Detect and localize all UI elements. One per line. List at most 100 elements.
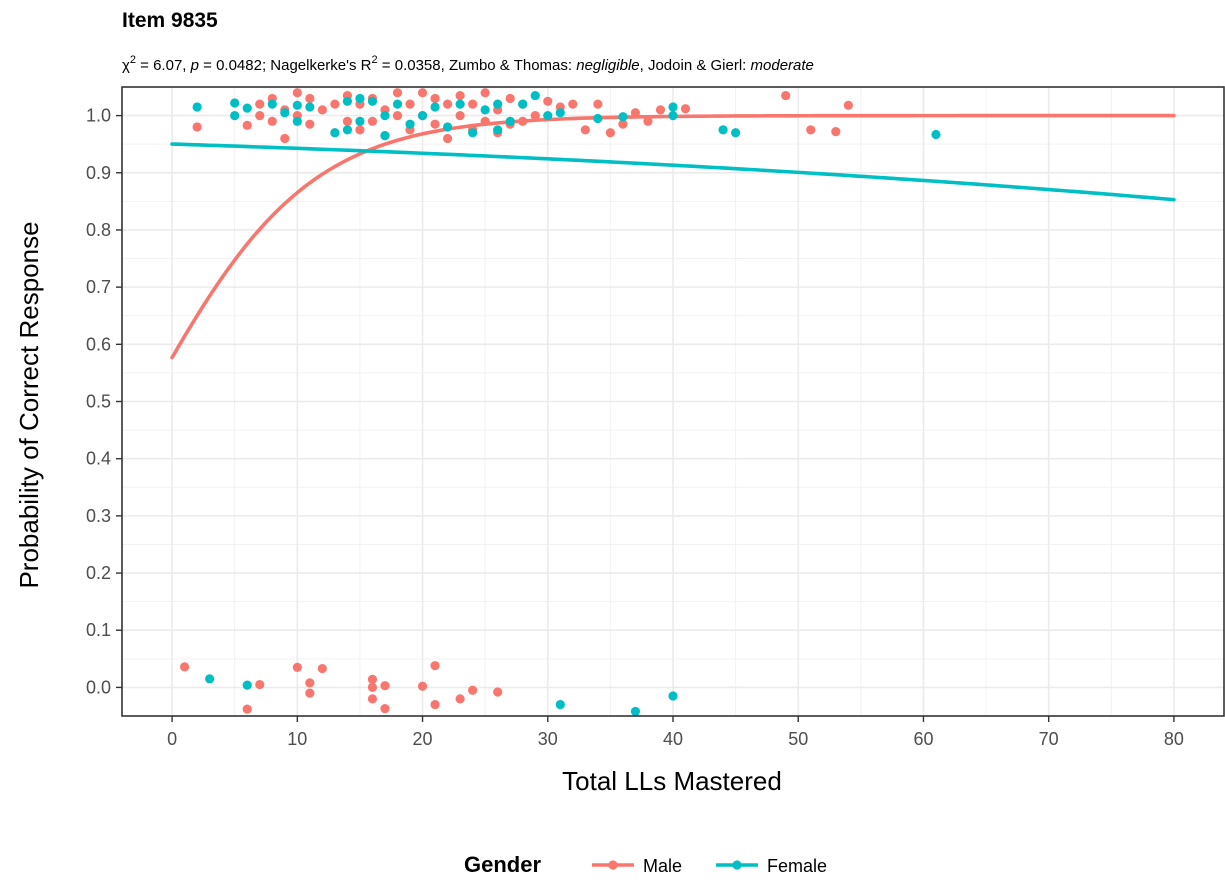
male-data-point — [242, 704, 252, 714]
female-data-point — [280, 108, 290, 118]
female-data-point — [330, 128, 340, 138]
female-data-point — [417, 110, 428, 121]
female-data-point — [267, 99, 277, 109]
male-data-point — [843, 100, 853, 110]
female-data-point — [931, 129, 941, 140]
female-data-point — [468, 128, 478, 138]
male-data-point — [255, 110, 265, 121]
female-data-point — [342, 96, 353, 106]
male-data-point — [392, 88, 403, 98]
subtitle-jg-prefix: , Jodoin & Gierl: — [640, 57, 751, 74]
x-tick-label: 20 — [413, 729, 433, 749]
female-data-point — [555, 699, 565, 710]
male-data-point — [468, 99, 478, 109]
male-data-point — [380, 681, 390, 691]
x-tick-label: 80 — [1164, 729, 1184, 749]
legend-key-point-female — [732, 860, 742, 870]
male-data-point — [367, 674, 378, 685]
male-data-point — [430, 119, 440, 129]
female-data-point — [355, 93, 365, 104]
female-data-point — [342, 125, 353, 135]
female-data-point — [242, 680, 252, 690]
y-tick-label: 0.8 — [86, 220, 111, 240]
male-data-point — [380, 703, 390, 714]
subtitle-p-value: = 0.0482; Nagelkerke's R — [199, 57, 372, 74]
male-data-point — [255, 99, 265, 109]
female-data-point — [530, 90, 540, 101]
y-axis-ticks: 0.0 0.1 0.2 0.3 0.4 0.5 0.6 0.7 0.8 0.9 1.0 — [86, 106, 122, 697]
subtitle-jg-class: moderate — [751, 57, 814, 74]
male-data-point — [442, 133, 453, 144]
x-tick-label: 0 — [167, 729, 177, 749]
male-data-point — [831, 127, 841, 137]
male-data-point — [305, 93, 315, 104]
subtitle-zt-class: negligible — [576, 57, 639, 74]
series-points — [180, 88, 941, 717]
male-data-point — [305, 688, 315, 698]
male-data-point — [430, 699, 440, 710]
legend: Gender Male Female — [464, 852, 827, 877]
legend-key-point-male — [608, 860, 618, 870]
subtitle-sup-1: 2 — [130, 54, 136, 66]
legend-label-female: Female — [767, 856, 827, 876]
female-data-point — [380, 131, 390, 141]
female-data-point — [430, 102, 440, 112]
female-data-point — [543, 110, 553, 121]
legend-label-male: Male — [643, 856, 682, 876]
male-data-point — [255, 679, 265, 690]
female-data-point — [593, 113, 603, 124]
male-data-point — [280, 133, 290, 144]
female-data-point — [230, 110, 240, 121]
male-data-point — [192, 122, 202, 132]
male-data-point — [568, 99, 578, 109]
male-data-point — [493, 687, 503, 697]
female-data-point — [718, 125, 728, 135]
male-data-point — [367, 694, 378, 704]
male-data-point — [180, 662, 190, 672]
female-fit-curve — [170, 142, 1176, 202]
male-data-point — [455, 694, 465, 704]
male-data-point — [806, 125, 816, 135]
male-data-point — [242, 120, 252, 130]
male-data-point — [267, 116, 277, 126]
male-data-point — [505, 93, 515, 104]
male-data-point — [405, 99, 415, 109]
female-data-point — [405, 119, 415, 129]
female-data-point — [355, 116, 365, 126]
subtitle-chi-value: = 6.07, — [136, 57, 191, 74]
male-data-point — [292, 662, 302, 673]
male-data-point — [518, 116, 528, 126]
female-data-point — [505, 116, 515, 126]
grid-major — [122, 87, 1224, 716]
subtitle-r2-value: = 0.0358, Zumbo & Thomas: — [378, 57, 577, 74]
female-data-point — [731, 128, 741, 138]
male-data-point — [342, 116, 353, 126]
y-axis-title: Probability of Correct Response — [14, 221, 44, 588]
male-data-point — [292, 88, 302, 98]
female-data-point — [292, 100, 302, 110]
female-data-point — [292, 116, 302, 126]
x-tick-label: 30 — [538, 729, 558, 749]
x-tick-label: 10 — [287, 729, 307, 749]
female-data-point — [205, 674, 215, 684]
male-data-point — [455, 90, 465, 101]
male-data-point — [593, 99, 603, 109]
y-tick-label: 0.7 — [86, 277, 111, 297]
legend-title: Gender — [464, 852, 541, 877]
male-data-point — [468, 685, 478, 695]
subtitle-p-label: p — [190, 57, 199, 74]
male-data-point — [543, 96, 553, 106]
female-data-point — [305, 102, 315, 112]
y-tick-label: 1.0 — [86, 106, 111, 126]
male-data-point — [317, 105, 327, 115]
female-data-point — [668, 102, 678, 112]
male-data-point — [605, 128, 615, 138]
male-data-point — [430, 661, 440, 671]
female-data-point — [392, 99, 403, 109]
female-data-point — [192, 102, 202, 112]
male-data-point — [781, 90, 791, 101]
female-data-point — [493, 99, 503, 109]
male-data-point — [455, 110, 465, 121]
male-data-point — [580, 125, 590, 135]
subtitle-chi: χ — [122, 57, 130, 74]
